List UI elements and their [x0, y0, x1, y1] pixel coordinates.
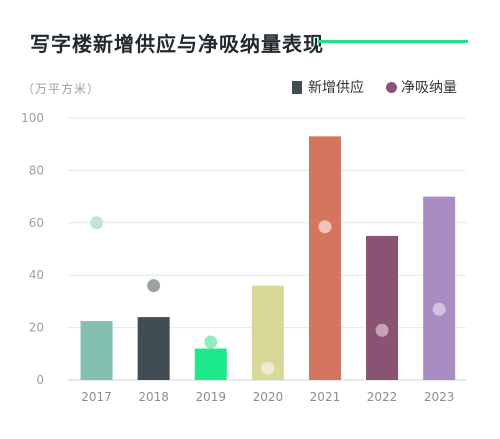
y-tick-label: 40	[29, 268, 44, 282]
x-tick-label: 2017	[81, 390, 112, 404]
y-tick-label: 20	[29, 321, 44, 335]
absorption-point	[147, 279, 161, 293]
y-tick-label: 0	[36, 373, 44, 387]
x-tick-label: 2021	[310, 390, 341, 404]
y-tick-label: 100	[21, 111, 44, 125]
absorption-point	[432, 302, 446, 316]
y-tick-label: 80	[29, 163, 44, 177]
x-tick-label: 2023	[424, 390, 455, 404]
supply-bar	[366, 235, 399, 380]
y-tick-label: 60	[29, 216, 44, 230]
supply-bar	[423, 196, 456, 380]
absorption-point	[204, 335, 218, 349]
supply-bar	[194, 348, 227, 380]
legend-swatch-absorption	[386, 81, 397, 93]
x-tick-label: 2018	[138, 390, 169, 404]
supply-bar	[308, 136, 341, 380]
legend-label-absorption: 净吸纳量	[401, 80, 457, 96]
legend-item-supply: 新增供应	[292, 77, 364, 97]
title-accent-line	[318, 40, 468, 43]
absorption-point	[318, 220, 332, 234]
x-tick-label: 2022	[367, 390, 398, 404]
absorption-point	[261, 361, 275, 375]
legend-item-absorption: 净吸纳量	[386, 77, 457, 97]
x-tick-label: 2019	[195, 390, 226, 404]
absorption-point	[375, 323, 389, 337]
supply-bar	[137, 317, 170, 380]
absorption-point	[90, 216, 104, 230]
chart-title: 写字楼新增供应与净吸纳量表现	[30, 32, 324, 56]
legend-label-supply: 新增供应	[308, 80, 364, 96]
supply-bar	[80, 321, 113, 380]
unit-label: （万平方米）	[22, 82, 101, 96]
legend-swatch-supply	[292, 80, 302, 94]
x-tick-label: 2020	[253, 390, 284, 404]
